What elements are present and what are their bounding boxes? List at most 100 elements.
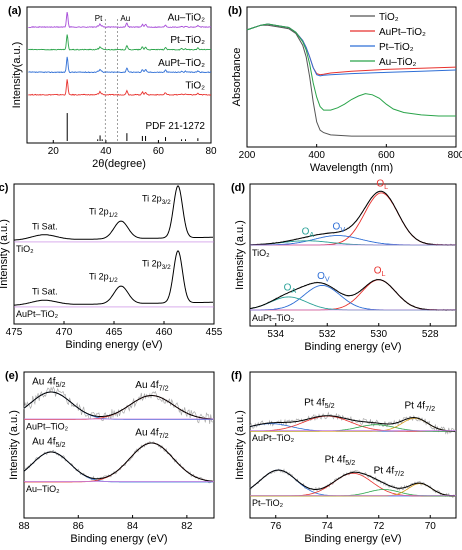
panel-f: 76 74 72 70 Binding energy (eV) Intensity (a.… bbox=[231, 370, 457, 545]
component-label-OA-main: O bbox=[284, 283, 292, 294]
fit-envelope bbox=[249, 279, 456, 311]
x-tick-label: 475 bbox=[6, 327, 23, 338]
x-axis-label: Binding energy (eV) bbox=[70, 533, 167, 545]
panel-c: 475 470 465 460 455 Binding energy (eV) Intens… bbox=[0, 182, 223, 351]
sample-label: AuPt–TiO₂ bbox=[16, 309, 59, 319]
au-4f52-label: Au 4f5/2 bbox=[32, 437, 65, 450]
x-tick-label: 455 bbox=[206, 327, 223, 338]
plot-frame bbox=[249, 371, 457, 519]
pt-4f72-label-sub: 7/2 bbox=[425, 404, 435, 413]
panel-b: 200 400 600 800 Wavelength (nm) Absorbance (b)… bbox=[228, 5, 462, 174]
panel-label: (f) bbox=[231, 370, 242, 382]
x-axis-label: Binding energy (eV) bbox=[304, 533, 401, 545]
x-tick-label: 60 bbox=[153, 146, 165, 157]
au-4f52-label: Au 4f5/2 bbox=[32, 377, 65, 390]
sample-label: AuPt–TiO₂ bbox=[252, 313, 295, 323]
plot-frame bbox=[23, 371, 215, 519]
x-tick-label: 40 bbox=[100, 146, 112, 157]
ti-2p32-label: Ti 2p3/2 bbox=[142, 258, 171, 271]
x-tick-label: 72 bbox=[373, 521, 385, 532]
fit-envelope bbox=[23, 391, 213, 420]
sample-label: TiO₂ bbox=[252, 248, 270, 258]
ti-2p12-label: Ti 2p1/2 bbox=[89, 206, 118, 219]
component-label-OL: OL bbox=[374, 266, 386, 279]
series-label-pdf: PDF 21-1272 bbox=[146, 121, 206, 132]
ti-sat-label-main: Ti Sat. bbox=[32, 221, 58, 231]
ti-2p-curve bbox=[14, 249, 213, 306]
component-label-OA-sub: A bbox=[291, 286, 296, 295]
x-tick-label: 400 bbox=[308, 150, 325, 161]
plot-frame bbox=[246, 6, 457, 148]
fit-component bbox=[250, 483, 456, 497]
ti-2p32-label: Ti 2p3/2 bbox=[142, 193, 171, 206]
y-axis-label: Intensity (a.u.) bbox=[234, 410, 246, 480]
pt-4f72-label: Pt 4f7/2 bbox=[374, 465, 405, 478]
legend-label: Pt–TiO₂ bbox=[379, 42, 414, 53]
x-tick-label: 470 bbox=[56, 327, 73, 338]
au-4f72-label: Au 4f7/2 bbox=[135, 380, 168, 393]
ti-sat-label: Ti Sat. bbox=[32, 286, 58, 296]
component-label-OV-main: O bbox=[333, 221, 341, 232]
pt-4f52-label-sub: 5/2 bbox=[325, 401, 335, 410]
panel-label: (a) bbox=[8, 5, 22, 17]
x-axis-label: Wavelength (nm) bbox=[310, 162, 393, 174]
pt-4f52-label-sub: 5/2 bbox=[345, 458, 355, 467]
fit-component bbox=[250, 424, 455, 432]
x-tick-label: 800 bbox=[448, 150, 462, 161]
xrd-curve-Pt-TiO2 bbox=[28, 34, 212, 51]
ti-2p32-label-sub: 3/2 bbox=[162, 199, 171, 206]
ti-2p12-label-main: Ti 2p bbox=[89, 206, 109, 216]
x-tick-label: 530 bbox=[370, 329, 387, 340]
pt-4f72-label-main: Pt 4f bbox=[374, 465, 395, 476]
ti-2p12-label-sub: 1/2 bbox=[109, 277, 118, 284]
component-label-OV: OV bbox=[333, 221, 346, 234]
component-label-OA: OA bbox=[302, 227, 315, 240]
x-axis-label: Binding energy (eV) bbox=[65, 339, 162, 351]
x-tick-label: 70 bbox=[425, 521, 437, 532]
y-axis-label: Intensity (a.u.) bbox=[234, 220, 246, 290]
y-axis-label: Intensity(a.u.) bbox=[11, 42, 23, 109]
pt-4f72-label-main: Pt 4f bbox=[405, 401, 426, 412]
x-tick-label: 88 bbox=[18, 521, 30, 532]
x-tick-label: 600 bbox=[378, 150, 395, 161]
au-4f72-label-main: Au 4f bbox=[135, 428, 159, 439]
panel-d: 534 532 530 528 Binding energy (eV) Intensity… bbox=[231, 179, 457, 353]
component-label-OV: OV bbox=[317, 271, 330, 284]
au-4f52-label-sub: 5/2 bbox=[56, 380, 66, 389]
sample-label: AuPt–TiO₂ bbox=[26, 422, 69, 432]
ti-sat-label-main: Ti Sat. bbox=[32, 286, 58, 296]
component-label-OV-main: O bbox=[317, 271, 325, 282]
fit-envelope bbox=[249, 415, 455, 432]
x-tick-label: 84 bbox=[127, 521, 139, 532]
x-tick-label: 80 bbox=[205, 146, 217, 157]
fit-envelope bbox=[249, 469, 456, 497]
y-axis-label: Intensity (a.u.) bbox=[8, 410, 20, 480]
plot-frame bbox=[26, 6, 212, 144]
component-label-OL-main: O bbox=[374, 266, 382, 277]
ti-2p32-label-sub: 3/2 bbox=[162, 264, 171, 271]
component-label-OA-sub: A bbox=[309, 230, 314, 239]
au-4f72-label: Au 4f7/2 bbox=[135, 428, 168, 441]
panel-e: 88 86 84 82 Binding energy (eV) Intensity (a.… bbox=[5, 370, 215, 545]
legend-label: Au–TiO₂ bbox=[379, 57, 417, 68]
ti-2p12-label-sub: 1/2 bbox=[109, 212, 118, 219]
au-4f72-label-sub: 7/2 bbox=[159, 431, 169, 440]
series-label: TiO₂ bbox=[185, 80, 205, 91]
ti-2p-curve bbox=[13, 184, 213, 241]
legend-label: TiO₂ bbox=[379, 12, 399, 23]
x-tick-label: 532 bbox=[319, 329, 336, 340]
pt-4f72-label-sub: 7/2 bbox=[394, 469, 404, 478]
panel-a: 20 40 60 80 2θ(degree) Intensity(a.u.) (a) Pt Au… bbox=[8, 5, 217, 170]
component-label-OA: OA bbox=[284, 283, 297, 296]
x-tick-label: 86 bbox=[73, 521, 85, 532]
plot-frame bbox=[249, 183, 457, 327]
absorbance-curve-TiO2 bbox=[246, 24, 456, 137]
ti-2p32-label-main: Ti 2p bbox=[142, 193, 162, 203]
fit-component bbox=[250, 415, 455, 432]
x-tick-label: 528 bbox=[422, 329, 439, 340]
component-label-OL-sub: L bbox=[384, 182, 388, 191]
panel-label: (c) bbox=[0, 182, 9, 194]
raw-spectrum bbox=[23, 440, 214, 484]
au-4f72-label-sub: 7/2 bbox=[159, 384, 169, 393]
panel-label: (b) bbox=[228, 5, 242, 17]
